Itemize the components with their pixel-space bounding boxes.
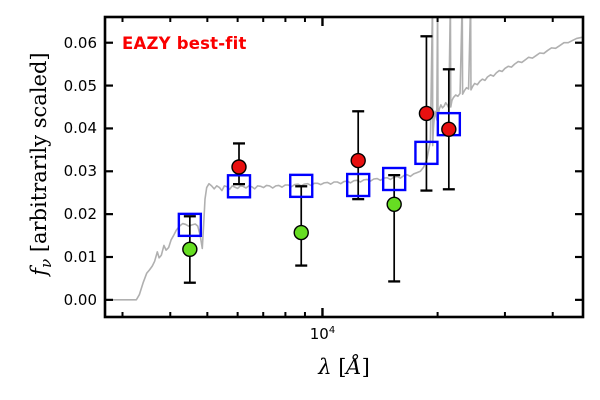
y-tick-label: 0.02 <box>63 205 97 224</box>
axes-frame <box>103 15 585 319</box>
observed-photometry-red-circle <box>350 152 366 169</box>
model-photometry-square <box>381 166 407 192</box>
x-axis-label-open: [ <box>331 355 347 379</box>
eazy-best-fit-label: EAZY best-fit <box>122 34 247 53</box>
observed-photometry-green-circle <box>386 196 402 212</box>
marker-layer <box>177 105 462 257</box>
x-axis-label: λ [Å] <box>105 355 583 379</box>
y-tick-label: 0.03 <box>63 162 97 181</box>
model-photometry-square <box>345 172 371 198</box>
y-tick-label: 0.05 <box>63 76 97 95</box>
model-photometry-square <box>226 174 252 199</box>
model-photometry-square <box>177 212 203 238</box>
y-tick-label: 0.04 <box>63 119 97 138</box>
observed-photometry-red-circle <box>441 121 457 137</box>
observed-photometry-red-circle <box>418 105 435 122</box>
x-tick-mantissa: 10 <box>309 325 329 343</box>
model-photometry-square <box>289 173 314 199</box>
y-tick-label: 0.01 <box>63 248 97 266</box>
y-axis-label-f: f <box>26 268 51 276</box>
x-tick-exponent: 4 <box>328 325 336 336</box>
model-photometry-square <box>414 140 439 166</box>
x-tick-label: 104 <box>287 325 357 343</box>
x-axis-label-close: ] <box>361 355 370 379</box>
errorbar-layer <box>183 35 455 284</box>
observed-photometry-green-circle <box>182 241 198 257</box>
y-tick-label: 0.00 <box>63 290 97 309</box>
x-axis-label-angstrom: Å <box>346 355 362 379</box>
axes-frame-layer <box>103 15 585 319</box>
observed-photometry-red-circle <box>231 159 247 175</box>
observed-photometry-green-circle <box>293 224 309 241</box>
y-tick-label: 0.06 <box>63 33 97 52</box>
errorbar <box>388 173 401 283</box>
x-axis-label-lambda: λ <box>318 355 332 379</box>
